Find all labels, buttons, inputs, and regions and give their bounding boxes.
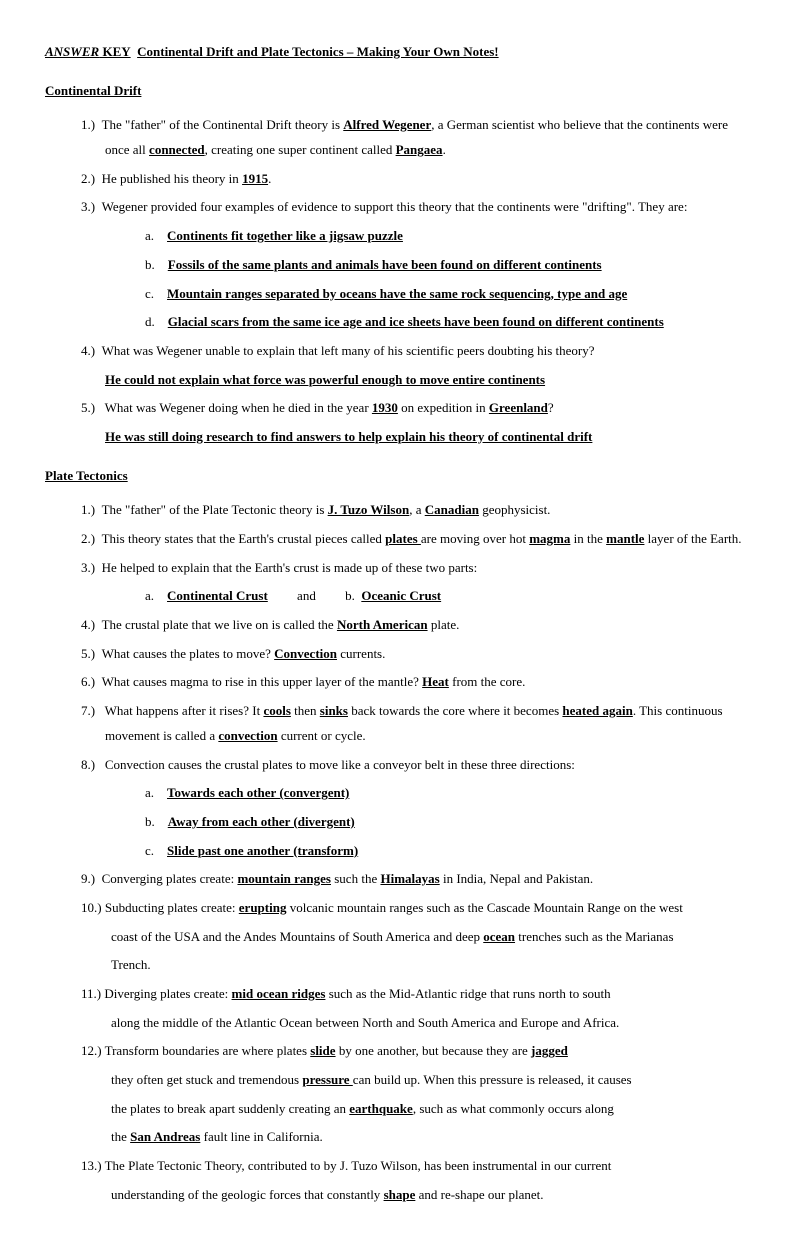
list-item-cont: the San Andreas fault line in California… <box>103 1125 746 1150</box>
list-item: 12.) Transform boundaries are where plat… <box>81 1039 746 1064</box>
list-item-cont: along the middle of the Atlantic Ocean b… <box>103 1011 746 1036</box>
list-item: 7.) What happens after it rises? It cool… <box>81 699 746 748</box>
section-heading-continental-drift: Continental Drift <box>45 79 746 104</box>
list-section-2: 1.) The "father" of the Plate Tectonic t… <box>45 498 746 1207</box>
list-item: 11.) Diverging plates create: mid ocean … <box>81 982 746 1007</box>
list-item: 9.) Converging plates create: mountain r… <box>81 867 746 892</box>
list-section-1: 1.) The "father" of the Continental Drif… <box>45 113 746 449</box>
sublist-item: a. Continents fit together like a jigsaw… <box>145 224 746 249</box>
sublist-item: c. Mountain ranges separated by oceans h… <box>145 282 746 307</box>
sublist-item: a. Towards each other (convergent) <box>145 781 746 806</box>
list-item: 13.) The Plate Tectonic Theory, contribu… <box>81 1154 746 1179</box>
list-item: 2.) This theory states that the Earth's … <box>81 527 746 552</box>
list-item-cont: Trench. <box>103 953 746 978</box>
sublist-item: a. Continental Crust and b. Oceanic Crus… <box>145 584 746 609</box>
list-item: 4.) What was Wegener unable to explain t… <box>81 339 746 364</box>
sublist-item: c. Slide past one another (transform) <box>145 839 746 864</box>
list-item: 1.) The "father" of the Plate Tectonic t… <box>81 498 746 523</box>
list-item: 4.) The crustal plate that we live on is… <box>81 613 746 638</box>
list-item: 5.) What was Wegener doing when he died … <box>81 396 746 421</box>
sublist-item: b. Fossils of the same plants and animal… <box>145 253 746 278</box>
sublist-item: d. Glacial scars from the same ice age a… <box>145 310 746 335</box>
answer-text: He was still doing research to find answ… <box>105 425 746 450</box>
section-heading-plate-tectonics: Plate Tectonics <box>45 464 746 489</box>
list-item-cont: understanding of the geologic forces tha… <box>103 1183 746 1208</box>
list-item: 6.) What causes magma to rise in this up… <box>81 670 746 695</box>
answer-text: He could not explain what force was powe… <box>105 368 746 393</box>
list-item: 3.) Wegener provided four examples of ev… <box>81 195 746 220</box>
list-item-cont: they often get stuck and tremendous pres… <box>103 1068 746 1093</box>
list-item-cont: the plates to break apart suddenly creat… <box>103 1097 746 1122</box>
list-item: 8.) Convection causes the crustal plates… <box>81 753 746 778</box>
page-title: ANSWER KEY Continental Drift and Plate T… <box>45 40 746 65</box>
sublist-item: b. Away from each other (divergent) <box>145 810 746 835</box>
list-item: 3.) He helped to explain that the Earth'… <box>81 556 746 581</box>
list-item-cont: coast of the USA and the Andes Mountains… <box>103 925 746 950</box>
list-item: 10.) Subducting plates create: erupting … <box>81 896 746 921</box>
list-item: 1.) The "father" of the Continental Drif… <box>81 113 746 162</box>
list-item: 2.) He published his theory in 1915. <box>81 167 746 192</box>
list-item: 5.) What causes the plates to move? Conv… <box>81 642 746 667</box>
